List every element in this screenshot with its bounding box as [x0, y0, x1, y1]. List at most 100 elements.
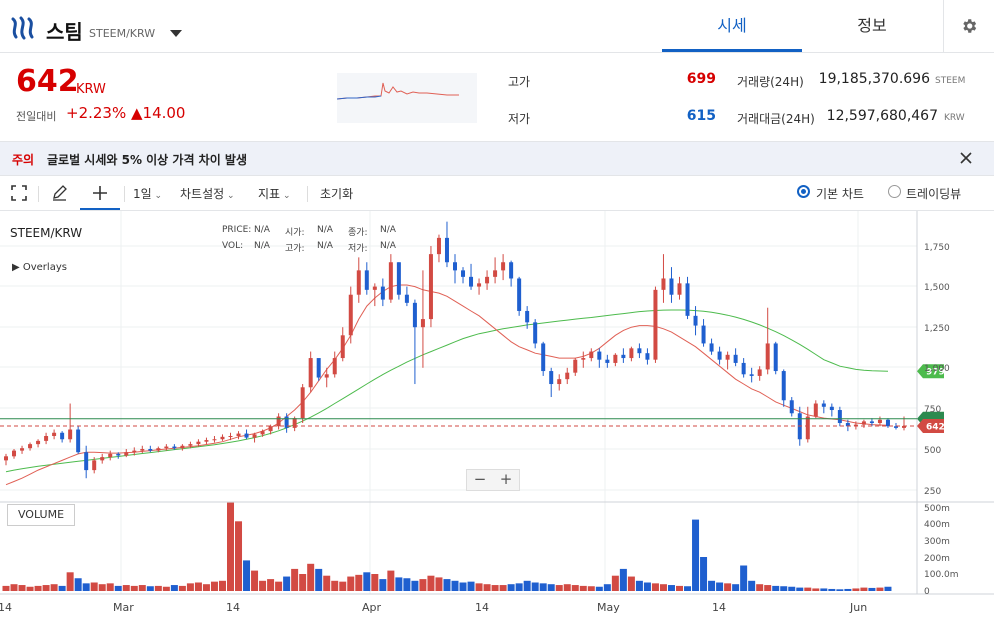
volume-bar	[98, 584, 106, 591]
crosshair-tool-button[interactable]	[80, 176, 120, 210]
fullscreen-icon[interactable]	[11, 185, 27, 201]
change-label: 전일대비	[16, 110, 57, 123]
candle-body	[60, 432, 65, 440]
candle-body	[196, 441, 201, 445]
candle-body	[669, 278, 674, 295]
candle-body	[589, 351, 594, 359]
candle-body	[308, 358, 313, 388]
chart-canvas[interactable]: 979 642 1,750 1,500 1,250 1,000 750 500 250 500m 4…	[0, 211, 994, 632]
volume-bar	[34, 585, 42, 591]
candle-body	[902, 425, 906, 428]
volume-panel-label[interactable]: VOLUME	[7, 504, 75, 526]
volume-bar	[451, 580, 459, 591]
volume-bar	[251, 570, 259, 591]
volume-bar	[667, 585, 675, 591]
chart-symbol: STEEM/KRW	[10, 226, 83, 240]
volume-bar	[403, 578, 411, 591]
candle-body	[188, 444, 193, 446]
volume-bar	[170, 585, 178, 591]
settings-button[interactable]	[943, 0, 994, 52]
volume-bar	[387, 570, 395, 591]
change-rate: +2.23%	[66, 104, 127, 122]
basic-chart-radio[interactable]	[797, 185, 810, 198]
volume-bar	[323, 575, 331, 591]
chart-settings-menu[interactable]: 차트설정 ⌄	[180, 185, 235, 202]
mini-sparkline	[336, 73, 477, 123]
candle-body	[469, 276, 474, 287]
volume-bar	[18, 585, 26, 591]
high-value-legend: N/A	[317, 241, 333, 251]
price-marker-tag	[917, 364, 944, 379]
candle-body	[613, 354, 618, 363]
candle-body	[525, 310, 530, 323]
candle-body	[4, 456, 8, 461]
tab-info[interactable]: 정보	[857, 16, 887, 35]
candle-body	[509, 262, 514, 279]
candle-body	[517, 278, 522, 311]
basic-chart-label[interactable]: 기본 차트	[816, 187, 864, 201]
volume-bar	[307, 563, 315, 591]
candle-body	[789, 400, 794, 414]
volume-bar	[700, 557, 708, 591]
candle-body	[332, 358, 337, 375]
steem-logo-icon	[11, 16, 34, 40]
chart-settings-label: 차트설정	[180, 187, 225, 201]
pen-icon[interactable]	[51, 184, 68, 201]
candle-body	[100, 457, 105, 461]
candle-body	[549, 371, 554, 385]
volume-bar	[491, 585, 499, 591]
volume-bar	[299, 574, 307, 591]
candle-body	[356, 270, 361, 295]
candle-body	[661, 278, 666, 290]
volume-bar	[275, 581, 283, 591]
volume-bar	[194, 582, 202, 591]
volume-bar	[114, 585, 122, 591]
tab-price[interactable]: 시세	[662, 0, 802, 52]
volume-tick-label: 0	[924, 587, 930, 597]
candle-body	[821, 403, 826, 407]
zoom-in-button[interactable]: +	[499, 470, 513, 488]
volume-bar	[684, 586, 692, 591]
interval-select[interactable]: 1일 ⌄	[133, 185, 162, 202]
candle-body	[180, 445, 185, 449]
close-icon[interactable]	[958, 150, 974, 166]
volume-bar	[547, 584, 555, 591]
volume-bar	[812, 588, 820, 591]
coin-name[interactable]: 스팀	[46, 20, 83, 44]
reset-button[interactable]: 초기화	[320, 187, 354, 201]
indicators-menu[interactable]: 지표 ⌄	[258, 185, 291, 202]
change-amount: ▲14.00	[131, 104, 186, 122]
coin-pair[interactable]: STEEM/KRW	[89, 27, 156, 40]
low-value-legend: N/A	[380, 241, 396, 251]
volume-bar	[379, 579, 387, 591]
volume-bar	[603, 584, 611, 591]
overlays-toggle[interactable]: ▶ Overlays	[12, 262, 67, 273]
tradingview-radio[interactable]	[888, 185, 901, 198]
volume-bar	[587, 586, 595, 591]
candle-body	[412, 302, 417, 328]
tradingview-label[interactable]: 트레이딩뷰	[906, 187, 962, 201]
candle-body	[837, 410, 842, 424]
candle-body	[485, 276, 490, 284]
candle-body	[453, 262, 457, 271]
volume-bar	[571, 585, 579, 591]
volume-bar	[860, 587, 868, 591]
volume-bar	[844, 588, 852, 591]
candle-body	[212, 439, 217, 441]
volume-bar	[627, 576, 635, 591]
candle-body	[52, 432, 57, 437]
volume-bar	[90, 582, 98, 591]
candle-body	[677, 283, 682, 295]
volume-bar	[427, 575, 435, 591]
volume-bar	[210, 581, 218, 591]
price-gap-notice: 주의 글로벌 시세와 5% 이상 가격 차이 발생	[0, 141, 994, 176]
price-tick-label: 500	[924, 446, 941, 456]
volume-bar	[659, 584, 667, 591]
volume-bar	[563, 584, 571, 591]
candle-body	[396, 262, 401, 295]
price-chart[interactable]: 979 642 1,750 1,500 1,250 1,000 750 500 250 500m 4…	[0, 211, 994, 632]
candle-body	[605, 359, 610, 363]
chevron-down-icon[interactable]	[170, 30, 182, 37]
volume-value: 19,185,370.696	[818, 71, 930, 87]
zoom-out-button[interactable]: −	[473, 470, 487, 488]
